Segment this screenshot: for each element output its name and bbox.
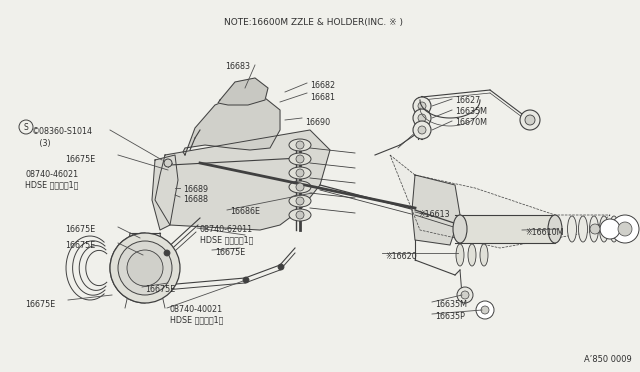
Text: 16675E: 16675E <box>65 241 95 250</box>
Text: 16627: 16627 <box>455 96 480 105</box>
Ellipse shape <box>289 181 311 193</box>
Ellipse shape <box>289 139 311 151</box>
Text: 16683: 16683 <box>225 62 250 71</box>
Circle shape <box>296 169 304 177</box>
Circle shape <box>413 97 431 115</box>
Polygon shape <box>218 78 268 105</box>
Text: NOTE:16600M ZZLE & HOLDER(INC. ※ ): NOTE:16600M ZZLE & HOLDER(INC. ※ ) <box>224 18 403 27</box>
Text: 16675E: 16675E <box>215 248 245 257</box>
Ellipse shape <box>456 244 464 266</box>
Text: 16675E: 16675E <box>65 155 95 164</box>
Ellipse shape <box>468 244 476 266</box>
Polygon shape <box>155 130 330 230</box>
Circle shape <box>525 115 535 125</box>
Circle shape <box>118 241 172 295</box>
Ellipse shape <box>609 216 618 242</box>
Circle shape <box>164 159 172 167</box>
Ellipse shape <box>289 153 311 165</box>
Polygon shape <box>183 95 280 155</box>
Text: 16675E: 16675E <box>65 225 95 234</box>
Text: HDSE ホース（1）: HDSE ホース（1） <box>170 315 223 324</box>
Ellipse shape <box>589 216 598 242</box>
Circle shape <box>413 109 431 127</box>
Text: 16670M: 16670M <box>455 118 487 127</box>
Circle shape <box>296 155 304 163</box>
Text: 08740-62011: 08740-62011 <box>200 225 253 234</box>
Circle shape <box>296 197 304 205</box>
Circle shape <box>476 301 494 319</box>
Circle shape <box>418 102 426 110</box>
Circle shape <box>611 215 639 243</box>
Text: 16675E: 16675E <box>145 285 175 294</box>
Polygon shape <box>152 155 178 230</box>
Circle shape <box>461 291 469 299</box>
Ellipse shape <box>579 216 588 242</box>
Ellipse shape <box>600 216 609 242</box>
Circle shape <box>520 110 540 130</box>
Ellipse shape <box>548 215 562 243</box>
Text: 16689: 16689 <box>183 185 208 194</box>
Text: HDSE ホース（1）: HDSE ホース（1） <box>200 235 253 244</box>
Text: 16681: 16681 <box>310 93 335 102</box>
Text: 08740-46021: 08740-46021 <box>25 170 78 179</box>
Text: 16635P: 16635P <box>435 312 465 321</box>
Polygon shape <box>390 155 610 248</box>
Ellipse shape <box>568 216 577 242</box>
Ellipse shape <box>480 244 488 266</box>
Circle shape <box>296 211 304 219</box>
Circle shape <box>618 222 632 236</box>
Text: 16686E: 16686E <box>230 207 260 216</box>
Text: ※16613: ※16613 <box>418 210 450 219</box>
Circle shape <box>19 120 33 134</box>
Text: ©08360-S1014: ©08360-S1014 <box>32 127 93 136</box>
Polygon shape <box>412 175 460 245</box>
Text: 16690: 16690 <box>305 118 330 127</box>
Text: 16675E: 16675E <box>25 300 55 309</box>
Circle shape <box>127 250 163 286</box>
Text: S: S <box>24 122 28 131</box>
Text: ※16620: ※16620 <box>385 252 417 261</box>
Ellipse shape <box>289 209 311 221</box>
Ellipse shape <box>289 167 311 179</box>
Text: (3): (3) <box>32 139 51 148</box>
Circle shape <box>590 224 600 234</box>
Text: ※16610M: ※16610M <box>525 228 563 237</box>
Ellipse shape <box>289 195 311 207</box>
Circle shape <box>296 183 304 191</box>
Circle shape <box>164 250 170 256</box>
Circle shape <box>296 141 304 149</box>
Text: HDSE ホース（1）: HDSE ホース（1） <box>25 180 78 189</box>
Text: 16682: 16682 <box>310 81 335 90</box>
Circle shape <box>110 233 180 303</box>
Ellipse shape <box>453 215 467 243</box>
Text: 16688: 16688 <box>183 195 208 204</box>
Circle shape <box>600 219 620 239</box>
Circle shape <box>243 277 249 283</box>
Text: 16635M: 16635M <box>455 107 487 116</box>
Bar <box>460 215 555 243</box>
Circle shape <box>413 121 431 139</box>
Text: A’850 0009: A’850 0009 <box>584 355 632 364</box>
Circle shape <box>278 264 284 270</box>
Circle shape <box>457 287 473 303</box>
Circle shape <box>481 306 489 314</box>
Circle shape <box>418 126 426 134</box>
Text: 08740-40021: 08740-40021 <box>170 305 223 314</box>
Text: 16635M: 16635M <box>435 300 467 309</box>
Circle shape <box>418 114 426 122</box>
